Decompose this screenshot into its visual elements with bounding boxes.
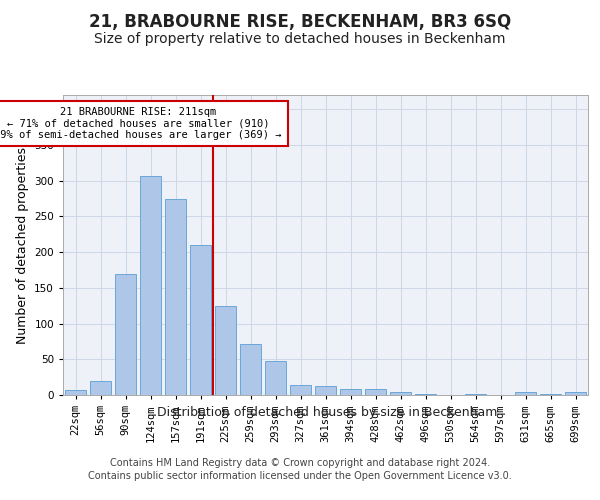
Bar (290, 385, 311, 395)
Bar (65, 390, 86, 395)
Bar (515, 392, 536, 395)
Bar (240, 344, 261, 395)
Text: 21, BRABOURNE RISE, BECKENHAM, BR3 6SQ: 21, BRABOURNE RISE, BECKENHAM, BR3 6SQ (89, 14, 511, 32)
Bar (140, 176, 161, 395)
Bar (390, 392, 411, 395)
Bar (190, 245, 211, 395)
Bar (415, 394, 436, 395)
Text: Distribution of detached houses by size in Beckenham: Distribution of detached houses by size … (157, 406, 497, 419)
Bar (115, 274, 136, 395)
Text: Contains public sector information licensed under the Open Government Licence v3: Contains public sector information licen… (88, 471, 512, 481)
Bar (565, 392, 586, 395)
Bar (465, 394, 486, 395)
Text: 21 BRABOURNE RISE: 211sqm
← 71% of detached houses are smaller (910)
29% of semi: 21 BRABOURNE RISE: 211sqm ← 71% of detac… (0, 107, 282, 140)
Y-axis label: Number of detached properties: Number of detached properties (16, 146, 29, 344)
Bar (365, 390, 386, 395)
Bar (90, 380, 111, 395)
Bar (215, 306, 236, 395)
Bar (315, 386, 336, 395)
Bar (165, 198, 186, 395)
Bar (265, 360, 286, 395)
Text: Contains HM Land Registry data © Crown copyright and database right 2024.: Contains HM Land Registry data © Crown c… (110, 458, 490, 468)
Text: Size of property relative to detached houses in Beckenham: Size of property relative to detached ho… (94, 32, 506, 46)
Bar (540, 394, 561, 395)
Bar (340, 390, 361, 395)
